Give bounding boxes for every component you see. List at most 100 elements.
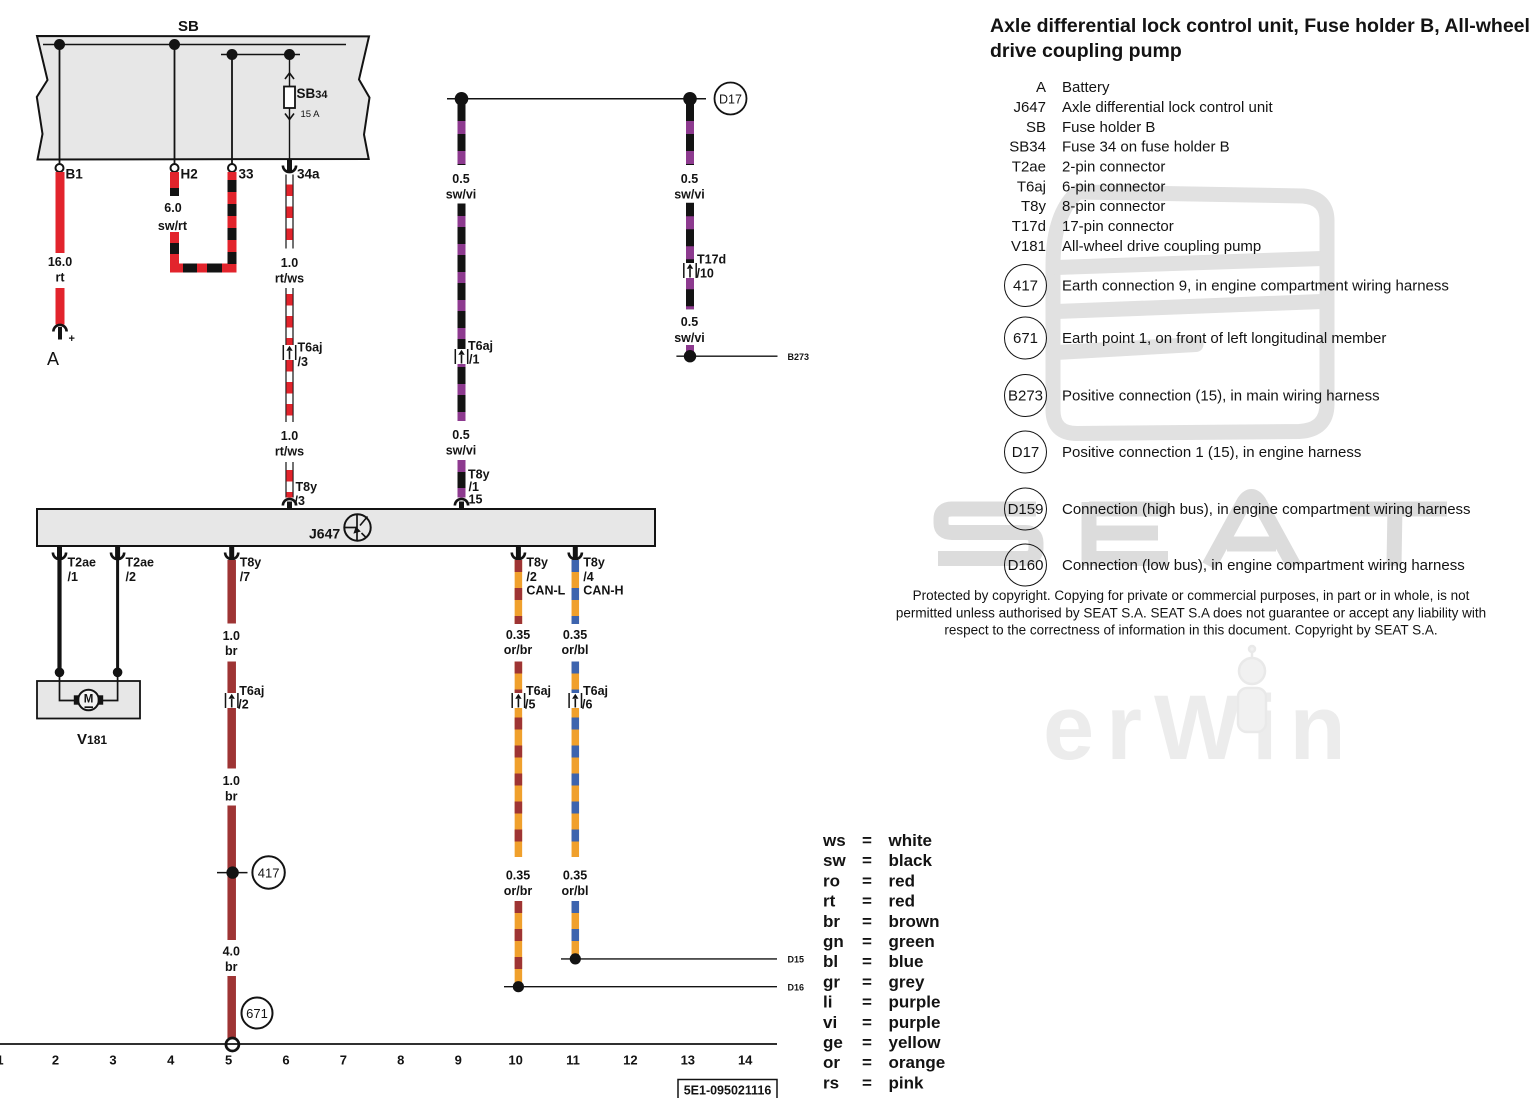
svg-text:sw/vi: sw/vi [446,444,477,458]
svg-text:T2ae: T2ae [1012,159,1046,176]
svg-text:/3: /3 [298,355,308,369]
svg-text:B273: B273 [788,352,810,362]
svg-text:1: 1 [0,1053,4,1068]
svg-text:/4: /4 [583,570,593,584]
svg-text:5: 5 [225,1053,232,1068]
svg-text:T6aj: T6aj [298,341,323,355]
svg-text:J647: J647 [1013,99,1046,116]
svg-text:H2: H2 [181,167,198,182]
svg-text:0.5: 0.5 [452,428,469,442]
svg-text:/6: /6 [582,698,592,712]
svg-text:12: 12 [623,1053,637,1068]
svg-text:erWin: erWin [1043,677,1358,779]
svg-text:br: br [823,912,840,931]
svg-text:/3: /3 [295,494,305,508]
svg-text:=: = [862,1033,872,1052]
svg-text:11: 11 [566,1053,580,1068]
svg-text:D159: D159 [1008,501,1044,518]
svg-text:or: or [823,1053,840,1072]
svg-text:Fuse 34 on fuse holder B: Fuse 34 on fuse holder B [1062,139,1230,156]
svg-text:V181: V181 [77,731,107,748]
svg-text:sw: sw [823,851,846,870]
svg-text:13: 13 [681,1053,695,1068]
svg-text:Positive connection 1 (15), in: Positive connection 1 (15), in engine ha… [1062,444,1361,461]
svg-text:or/bl: or/bl [561,643,588,657]
svg-text:J647: J647 [309,526,340,542]
svg-text:1.0: 1.0 [223,629,240,643]
svg-text:T6aj: T6aj [583,684,608,698]
svg-text:M: M [84,694,94,706]
svg-text:sw/vi: sw/vi [446,188,477,202]
svg-text:1.0: 1.0 [223,774,240,788]
svg-text:T6aj: T6aj [526,684,551,698]
svg-text:All-wheel drive coupling pump: All-wheel drive coupling pump [1062,238,1261,255]
svg-text:0.35: 0.35 [506,628,530,642]
svg-text:8: 8 [397,1053,404,1068]
svg-text:D160: D160 [1008,557,1044,574]
svg-text:rt/ws: rt/ws [275,445,304,459]
svg-text:417: 417 [258,866,280,881]
svg-text:brown: brown [889,912,940,931]
svg-text:bl: bl [823,952,838,971]
svg-text:yellow: yellow [889,1033,942,1052]
svg-text:6: 6 [282,1053,289,1068]
svg-text:gn: gn [823,932,844,951]
svg-text:=: = [862,993,872,1012]
svg-text:drive coupling pump: drive coupling pump [990,40,1182,62]
svg-text:10: 10 [508,1053,522,1068]
svg-text:Fuse holder B: Fuse holder B [1062,119,1155,136]
svg-text:=: = [862,831,872,850]
svg-text:Connection (high bus), in engi: Connection (high bus), in engine compart… [1062,501,1471,518]
svg-text:=: = [862,912,872,931]
svg-text:ro: ro [823,871,840,890]
svg-text:Earth connection 9, in engine: Earth connection 9, in engine compartmen… [1062,278,1449,295]
svg-text:5E1-095021116: 5E1-095021116 [684,1084,772,1098]
svg-text:D15: D15 [788,955,805,965]
svg-text:/7: /7 [240,570,250,584]
svg-text:Axle differential lock control: Axle differential lock control unit [1062,99,1273,116]
svg-text:0.5: 0.5 [681,315,698,329]
svg-text:or/br: or/br [504,643,533,657]
svg-text:/10: /10 [697,267,714,281]
svg-text:D17: D17 [1012,444,1040,461]
svg-text:respect to the correctness of: respect to the correctness of informatio… [944,623,1437,638]
svg-text:0.35: 0.35 [506,869,530,883]
svg-text:/1: /1 [68,570,78,584]
svg-text:B1: B1 [66,167,84,182]
svg-text:/5: /5 [525,698,535,712]
svg-text:vi: vi [823,1013,837,1032]
svg-text:permitted unless authorised by: permitted unless authorised by SEAT S.A.… [896,605,1486,620]
svg-text:rt: rt [55,271,65,285]
svg-text:34a: 34a [297,167,320,182]
svg-text:=: = [862,892,872,911]
svg-text:gr: gr [823,972,840,991]
svg-text:0.5: 0.5 [452,172,469,186]
svg-text:=: = [862,952,872,971]
svg-text:T8y: T8y [1021,198,1047,215]
svg-text:33: 33 [239,167,255,182]
svg-text:=: = [862,851,872,870]
svg-text:br: br [225,960,238,974]
svg-text:Battery: Battery [1062,79,1110,96]
svg-text:T8y: T8y [526,556,548,570]
svg-text:2: 2 [52,1053,59,1068]
svg-text:green: green [889,932,935,951]
svg-text:1.0: 1.0 [281,256,298,270]
svg-text:16.0: 16.0 [48,255,72,269]
svg-text:14: 14 [738,1053,753,1068]
svg-text:SB: SB [178,18,199,35]
svg-text:D17: D17 [719,93,742,107]
svg-text:or/br: or/br [504,884,533,898]
svg-text:6.0: 6.0 [164,201,181,215]
svg-text:=: = [862,871,872,890]
svg-text:=: = [862,972,872,991]
svg-text:T17d: T17d [697,253,726,267]
svg-text:D16: D16 [788,983,805,993]
svg-text:0.5: 0.5 [681,172,698,186]
svg-text:ge: ge [823,1033,843,1052]
svg-text:red: red [889,892,915,911]
svg-text:B273: B273 [1008,388,1043,405]
svg-text:Positive connection (15), in m: Positive connection (15), in main wiring… [1062,388,1380,405]
svg-text:CAN-H: CAN-H [583,584,623,598]
svg-text:2-pin connector: 2-pin connector [1062,159,1165,176]
